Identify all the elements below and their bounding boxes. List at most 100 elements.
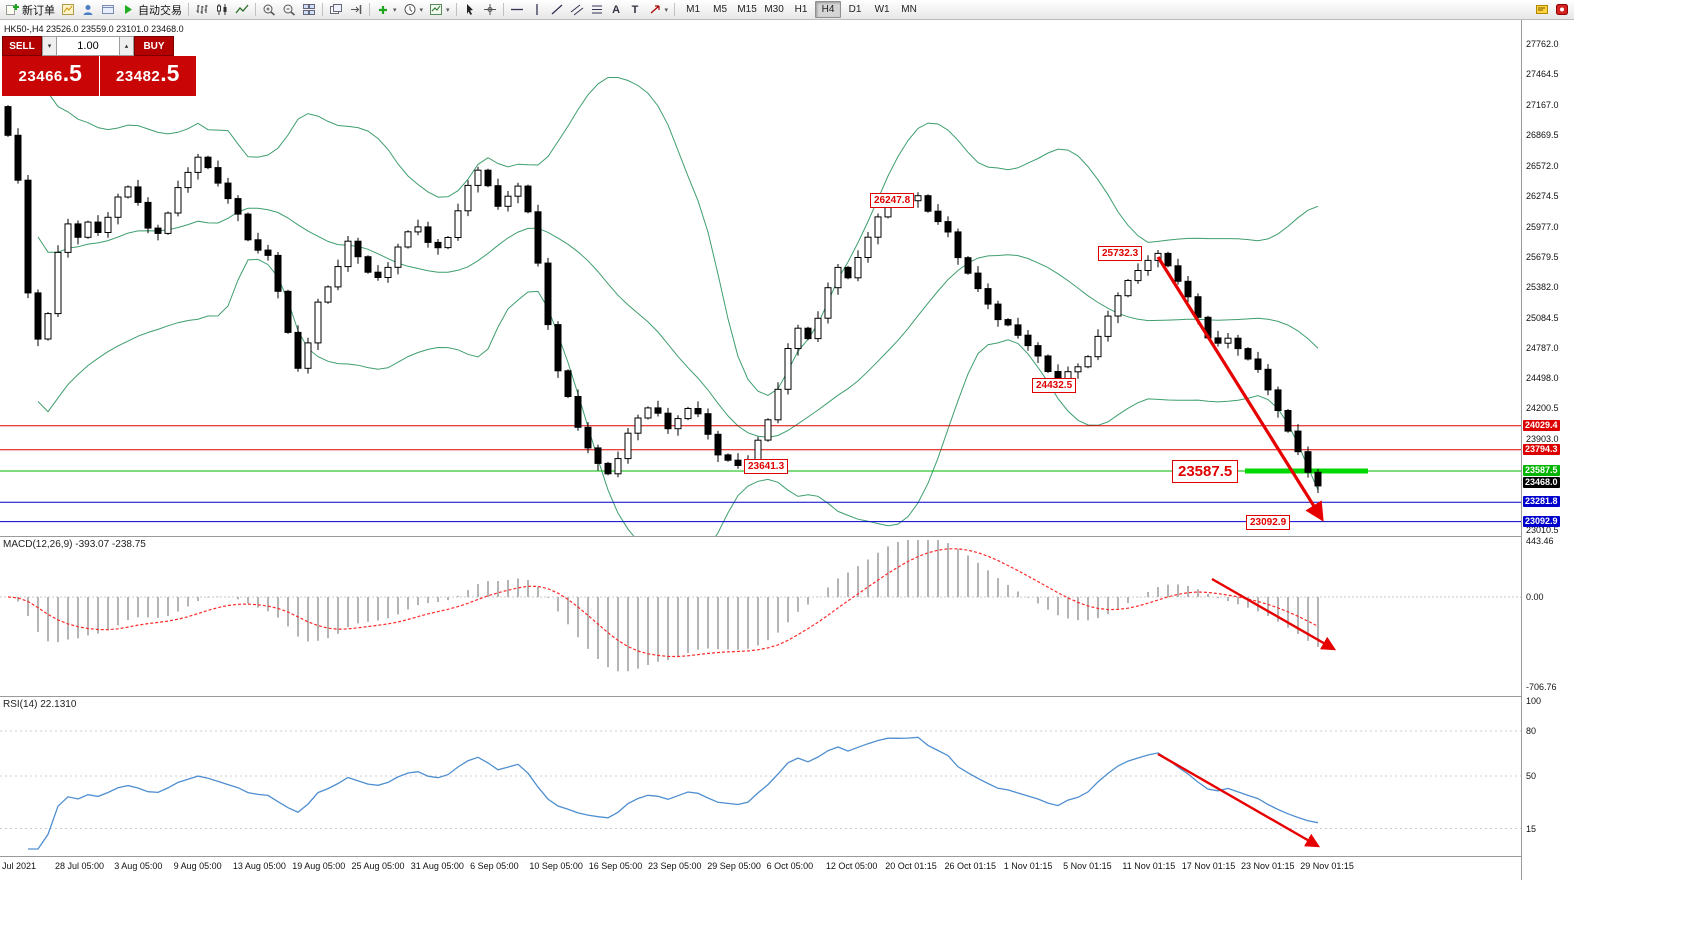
timeframe-button-m1[interactable]: M1 bbox=[686, 4, 701, 15]
charts-button[interactable] bbox=[58, 1, 78, 18]
time-axis-label: 23 Sep 05:00 bbox=[648, 861, 702, 871]
channel-tool-button[interactable] bbox=[567, 1, 587, 18]
cursor-icon bbox=[466, 4, 473, 15]
buy-button[interactable]: BUY bbox=[134, 36, 174, 56]
time-axis-label: 5 Nov 01:15 bbox=[1063, 861, 1112, 871]
alert-indicator-button[interactable] bbox=[1552, 1, 1572, 18]
time-axis-label: 11 Nov 01:15 bbox=[1122, 861, 1176, 871]
terminal-button[interactable] bbox=[98, 1, 118, 18]
autotrading-button[interactable]: 自动交易 bbox=[118, 1, 185, 18]
price-axis-tick: 80 bbox=[1526, 726, 1537, 736]
price-axis[interactable]: 27762.0 27464.5 27167.0 26869.5 26572.0 26274… bbox=[1521, 19, 1571, 880]
horizontal-line-tool-button[interactable] bbox=[507, 1, 527, 18]
timeframe-button-h1[interactable]: H1 bbox=[794, 4, 808, 15]
alert-icon bbox=[1556, 4, 1568, 15]
rsi-canvas[interactable] bbox=[0, 697, 1521, 856]
time-axis-label: 16 Sep 05:00 bbox=[588, 861, 643, 871]
toolbar-separator bbox=[674, 3, 676, 16]
bar-chart-button[interactable] bbox=[192, 1, 212, 18]
price-callout[interactable]: 24432.5 bbox=[1032, 378, 1077, 393]
zoom-out-icon bbox=[283, 4, 296, 16]
toolbar-separator bbox=[322, 3, 323, 16]
price-callout[interactable]: 23092.9 bbox=[1246, 515, 1291, 530]
timeframe-button-mn[interactable]: MN bbox=[901, 4, 917, 15]
add-indicator-button[interactable]: ▾ bbox=[373, 1, 400, 18]
volume-decrease-button[interactable]: ▾ bbox=[42, 36, 57, 56]
sell-button[interactable]: SELL bbox=[2, 36, 42, 56]
main-toolbar: 新订单 自动交易 bbox=[0, 0, 1574, 20]
tile-windows-button[interactable] bbox=[299, 1, 319, 18]
time-axis[interactable]: Jul 2021 28 Jul 05:00 3 Aug 05:00 9 Aug 05:… bbox=[0, 857, 1521, 883]
price-axis-tick: 25084.5 bbox=[1526, 312, 1559, 323]
rsi-indicator-panel[interactable]: RSI(14) 22.1310 bbox=[0, 697, 1521, 857]
cascade-windows-button[interactable] bbox=[326, 1, 346, 18]
price-axis-tick: 50 bbox=[1526, 771, 1537, 781]
price-callout[interactable]: 23587.5 bbox=[1172, 460, 1239, 483]
add-indicator-icon bbox=[379, 6, 387, 14]
time-axis-label: 6 Oct 05:00 bbox=[766, 861, 814, 871]
profiles-button[interactable] bbox=[78, 1, 98, 18]
macd-indicator-panel[interactable]: MACD(12,26,9) -393.07 -238.75 bbox=[0, 537, 1521, 697]
timeframe-button-m30[interactable]: M30 bbox=[764, 4, 784, 15]
timeframe-button-h4[interactable]: H4 bbox=[815, 1, 842, 18]
line-chart-button[interactable] bbox=[232, 1, 252, 18]
timeframe-button-m5[interactable]: M5 bbox=[713, 4, 728, 15]
zoom-out-button[interactable] bbox=[279, 1, 299, 18]
candlestick-chart-button[interactable] bbox=[212, 1, 232, 18]
templates-button[interactable]: ▾ bbox=[426, 1, 453, 18]
time-axis-label: 13 Aug 05:00 bbox=[232, 861, 286, 871]
channel-icon bbox=[570, 4, 583, 16]
price-axis-tick: 25382.0 bbox=[1526, 282, 1559, 293]
timeframe-button-m15[interactable]: M15 bbox=[737, 4, 757, 15]
price-callout[interactable]: 23641.3 bbox=[744, 459, 789, 474]
horizontal-line-icon bbox=[510, 8, 523, 11]
sell-price-display[interactable]: 23466 .5 bbox=[2, 56, 99, 96]
label-tool-button[interactable]: T bbox=[626, 1, 645, 18]
macd-canvas[interactable] bbox=[0, 537, 1521, 696]
cursor-tool-button[interactable] bbox=[460, 1, 480, 18]
buy-price-display[interactable]: 23482 .5 bbox=[99, 56, 196, 96]
price-axis-tick: 25977.0 bbox=[1526, 221, 1559, 232]
dropdown-caret-icon: ▾ bbox=[393, 6, 397, 14]
trendline-tool-button[interactable] bbox=[547, 1, 567, 18]
price-chart-panel[interactable]: HK50-,H4 23526.0 23559.0 23101.0 23468.0… bbox=[0, 19, 1521, 537]
timeframe-button-w1[interactable]: W1 bbox=[874, 4, 890, 15]
price-axis-tick: 26869.5 bbox=[1526, 130, 1559, 141]
text-tool-button[interactable]: A bbox=[607, 1, 626, 18]
price-axis-tick: 23903.0 bbox=[1526, 433, 1559, 444]
arrow-tool-button[interactable]: ▾ bbox=[645, 1, 672, 18]
vertical-line-tool-button[interactable] bbox=[527, 1, 547, 18]
price-axis-highlight: 23468.0 bbox=[1523, 477, 1560, 489]
crosshair-tool-button[interactable] bbox=[480, 1, 500, 18]
fibonacci-tool-button[interactable] bbox=[587, 1, 607, 18]
chart-shift-button[interactable] bbox=[346, 1, 366, 18]
toolbar-separator bbox=[255, 3, 256, 16]
periods-button[interactable]: ▾ bbox=[400, 1, 427, 18]
time-axis-label: 20 Oct 01:15 bbox=[885, 861, 937, 871]
vertical-line-icon bbox=[535, 4, 538, 15]
time-axis-label: 10 Sep 05:00 bbox=[529, 861, 583, 871]
news-icon bbox=[1536, 5, 1548, 14]
new-order-button[interactable]: 新订单 bbox=[2, 1, 58, 18]
new-order-icon bbox=[6, 4, 19, 15]
dropdown-caret-icon: ▾ bbox=[664, 6, 669, 14]
price-axis-tick: 100 bbox=[1526, 696, 1542, 706]
trendline-icon bbox=[551, 4, 562, 15]
buy-price-fraction: .5 bbox=[160, 60, 180, 86]
price-callout[interactable]: 26247.8 bbox=[870, 193, 915, 208]
price-chart-canvas[interactable] bbox=[0, 19, 1521, 536]
price-axis-tick: -706.76 bbox=[1526, 682, 1557, 692]
price-callout[interactable]: 25732.3 bbox=[1098, 246, 1143, 261]
zoom-in-button[interactable] bbox=[259, 1, 279, 18]
rsi-label: RSI(14) 22.1310 bbox=[3, 699, 77, 710]
news-indicator-button[interactable] bbox=[1532, 1, 1552, 18]
time-axis-label: Jul 2021 bbox=[2, 861, 37, 871]
price-axis-tick: 24498.0 bbox=[1526, 372, 1559, 383]
toolbar-separator bbox=[502, 3, 504, 16]
timeframe-button-d1[interactable]: D1 bbox=[848, 4, 862, 15]
volume-input[interactable] bbox=[57, 36, 119, 56]
price-axis-tick: 23010.5 bbox=[1526, 525, 1559, 535]
timeframe-toolbar: M1 M5 M15 M30 H1 H4 D1 W1 MN bbox=[680, 1, 922, 18]
volume-increase-button[interactable]: ▴ bbox=[119, 36, 134, 56]
time-axis-label: 31 Aug 05:00 bbox=[410, 861, 464, 871]
